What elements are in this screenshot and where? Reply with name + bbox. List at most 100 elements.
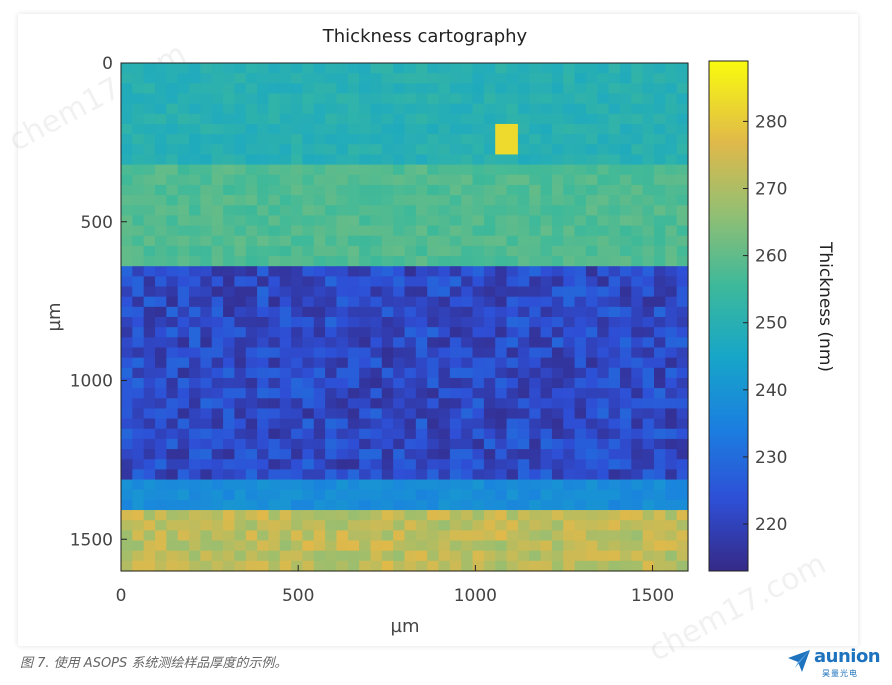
heatmap-cell (483, 296, 496, 308)
heatmap-cell (393, 195, 406, 206)
heatmap-cell (132, 73, 145, 84)
heatmap-cell (166, 550, 179, 562)
heatmap-cell (483, 327, 496, 338)
heatmap-cell (665, 235, 678, 247)
heatmap-cell (676, 337, 689, 349)
heatmap-cell (619, 276, 632, 288)
heatmap-cell (268, 337, 281, 349)
heatmap-cell (268, 134, 281, 145)
heatmap-cell (155, 174, 167, 186)
heatmap-cell (370, 63, 383, 74)
heatmap-cell (325, 560, 338, 572)
heatmap-cell (234, 337, 247, 349)
heatmap-cell (653, 215, 666, 227)
heatmap-cell (245, 357, 258, 369)
heatmap-cell (132, 306, 145, 318)
heatmap-cell (563, 276, 576, 288)
heatmap-cell (495, 174, 508, 186)
heatmap-cell (472, 235, 485, 247)
heatmap-cell (381, 123, 394, 135)
heatmap-cell (472, 256, 485, 267)
heatmap-cell (551, 520, 564, 531)
heatmap-cell (302, 154, 315, 166)
heatmap-cell (529, 134, 542, 145)
heatmap-cell (211, 459, 224, 470)
heatmap-cell (404, 388, 417, 399)
heatmap-cell (676, 123, 689, 135)
heatmap-cell (574, 103, 587, 115)
heatmap-cell (347, 438, 360, 450)
heatmap-cell (336, 428, 349, 440)
heatmap-cell (370, 93, 383, 105)
heatmap-cell (404, 83, 417, 95)
heatmap-cell (279, 347, 292, 359)
heatmap-cell (279, 499, 292, 511)
heatmap-cell (597, 256, 610, 267)
heatmap-cell (427, 357, 440, 369)
heatmap-cell (155, 459, 167, 470)
heatmap-cell (540, 103, 553, 115)
heatmap-cell (132, 489, 145, 501)
heatmap-cell (121, 540, 133, 552)
heatmap-cell (155, 337, 167, 349)
heatmap-cell (268, 459, 281, 470)
heatmap-cell (211, 438, 224, 450)
heatmap-cell (200, 306, 213, 318)
heatmap-cell (631, 377, 644, 389)
heatmap-cell (619, 438, 632, 450)
heatmap-cell (415, 164, 428, 176)
heatmap-cell (393, 83, 406, 95)
heatmap-cell (381, 377, 394, 389)
heatmap-cell (359, 205, 372, 216)
heatmap-cell (461, 63, 474, 74)
heatmap-cell (370, 164, 383, 176)
heatmap-cell (608, 550, 621, 562)
heatmap-cell (393, 347, 406, 359)
heatmap-cell (483, 510, 496, 521)
heatmap-cell (268, 225, 281, 237)
heatmap-cell (223, 123, 235, 135)
heatmap-cell (166, 560, 179, 572)
heatmap-cell (393, 327, 406, 338)
heatmap-cell (597, 337, 610, 349)
heatmap-cell (517, 83, 530, 95)
heatmap-cell (381, 499, 394, 511)
heatmap-cell (257, 560, 270, 572)
heatmap-cell (551, 367, 564, 379)
heatmap-cell (631, 184, 644, 196)
heatmap-cell (370, 317, 383, 328)
heatmap-cell (472, 428, 485, 440)
heatmap-cell (381, 215, 394, 227)
heatmap-cell (551, 83, 564, 95)
heatmap-cell (336, 560, 349, 572)
heatmap-cell (359, 245, 372, 257)
heatmap-cell (438, 418, 451, 430)
heatmap-cell (495, 388, 508, 399)
heatmap-cell (642, 306, 655, 318)
heatmap-cell (381, 317, 394, 328)
heatmap-cell (404, 144, 417, 156)
heatmap-cell (540, 256, 553, 267)
heatmap-cell (313, 489, 326, 501)
heatmap-cell (257, 306, 270, 318)
heatmap-cell (404, 286, 417, 298)
heatmap-cell (438, 93, 451, 105)
heatmap-cell (676, 134, 689, 145)
heatmap-cell (121, 256, 133, 267)
heatmap-cell (574, 418, 587, 430)
heatmap-cell (200, 560, 213, 572)
heatmap-cell (495, 154, 508, 166)
heatmap-cell (585, 449, 598, 460)
heatmap-cell (393, 113, 406, 125)
heatmap-cell (121, 245, 133, 257)
heatmap-cell (529, 408, 542, 420)
heatmap-cell (200, 317, 213, 328)
heatmap-cell (359, 83, 372, 95)
heatmap-cell (495, 83, 508, 95)
heatmap-cell (574, 317, 587, 328)
heatmap-cell (211, 83, 224, 95)
heatmap-cell (291, 317, 304, 328)
heatmap-cell (234, 408, 247, 420)
heatmap-cell (381, 63, 394, 74)
heatmap-cell (291, 337, 304, 349)
